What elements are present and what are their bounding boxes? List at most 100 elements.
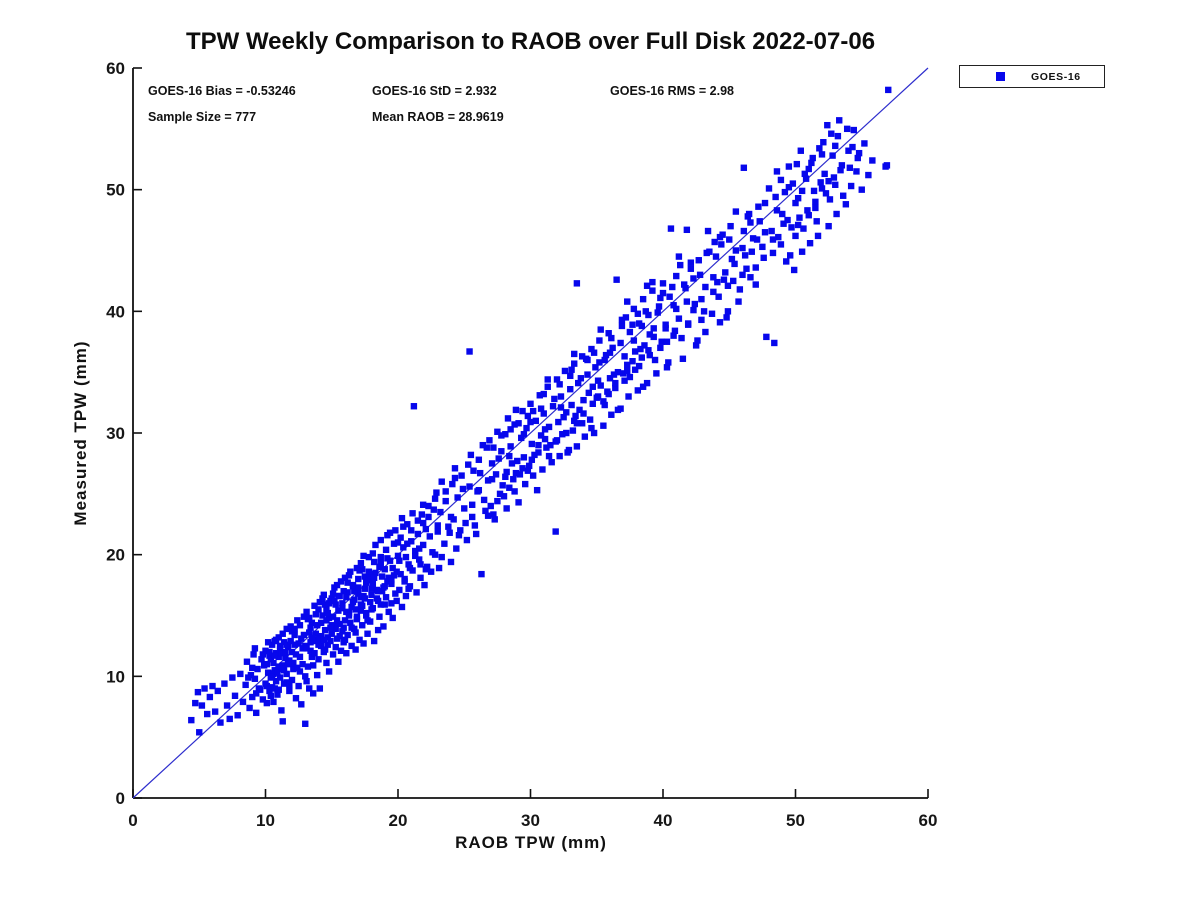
scatter-point bbox=[296, 653, 304, 661]
scatter-point bbox=[198, 702, 206, 709]
scatter-point bbox=[226, 715, 233, 723]
scatter-point bbox=[828, 130, 835, 137]
scatter-point bbox=[675, 315, 683, 322]
scatter-point bbox=[771, 339, 778, 347]
scatter-point bbox=[323, 617, 330, 624]
scatter-point bbox=[832, 142, 839, 150]
x-tick-label: 10 bbox=[256, 811, 275, 830]
scatter-point bbox=[561, 367, 569, 375]
scatter-point bbox=[239, 698, 247, 706]
scatter-point bbox=[634, 387, 642, 394]
scatter-point bbox=[475, 486, 483, 494]
scatter-point bbox=[223, 702, 231, 709]
scatter-point bbox=[400, 544, 407, 551]
scatter-point bbox=[325, 668, 333, 675]
scatter-point bbox=[376, 613, 383, 620]
scatter-point bbox=[388, 577, 395, 584]
scatter-point bbox=[409, 510, 416, 517]
scatter-point bbox=[519, 407, 526, 415]
scatter-point bbox=[838, 162, 846, 169]
scatter-point bbox=[578, 420, 586, 427]
scatter-point bbox=[340, 587, 347, 595]
scatter-point bbox=[543, 444, 550, 451]
scatter-point bbox=[426, 533, 433, 540]
scatter-point bbox=[541, 426, 549, 433]
scatter-point bbox=[272, 678, 280, 685]
y-tick-label: 50 bbox=[106, 181, 125, 200]
scatter-point bbox=[556, 452, 563, 460]
scatter-point bbox=[355, 584, 362, 591]
scatter-point bbox=[378, 587, 386, 595]
scatter-point bbox=[712, 253, 720, 260]
scatter-point bbox=[433, 489, 440, 496]
scatter-point bbox=[306, 614, 313, 622]
scatter-point bbox=[622, 314, 630, 321]
scatter-point bbox=[397, 570, 404, 578]
scatter-point bbox=[312, 611, 320, 618]
scatter-point bbox=[612, 379, 619, 387]
scatter-point bbox=[209, 682, 216, 690]
scatter-point bbox=[315, 656, 322, 663]
scatter-point bbox=[520, 431, 528, 438]
scatter-point bbox=[657, 294, 664, 302]
scatter-point bbox=[658, 338, 665, 345]
scatter-point bbox=[368, 585, 375, 592]
scatter-point bbox=[267, 692, 274, 699]
scatter-point bbox=[504, 415, 512, 422]
scatter-point bbox=[810, 187, 818, 195]
scatter-point bbox=[316, 598, 324, 606]
scatter-point bbox=[488, 476, 496, 483]
scatter-point bbox=[382, 594, 390, 601]
scatter-point bbox=[541, 435, 549, 443]
scatter-point bbox=[329, 613, 337, 620]
scatter-point bbox=[626, 328, 634, 336]
scatter-point bbox=[471, 522, 479, 529]
scatter-point bbox=[351, 587, 358, 595]
scatter-point bbox=[809, 154, 816, 162]
legend-square-marker-icon bbox=[996, 72, 1005, 81]
scatter-point bbox=[385, 608, 392, 616]
scatter-point bbox=[804, 207, 811, 214]
scatter-point bbox=[250, 651, 257, 658]
scatter-point bbox=[291, 625, 298, 633]
scatter-point bbox=[585, 389, 592, 397]
scatter-point bbox=[836, 117, 843, 124]
scatter-point bbox=[681, 281, 688, 288]
scatter-point bbox=[654, 309, 661, 316]
scatter-point bbox=[479, 441, 486, 449]
scatter-point bbox=[394, 552, 402, 560]
scatter-point bbox=[365, 568, 373, 575]
scatter-point bbox=[406, 564, 414, 572]
scatter-point bbox=[745, 210, 753, 218]
scatter-point bbox=[601, 401, 608, 409]
scatter-point bbox=[405, 561, 412, 568]
scatter-point bbox=[592, 364, 599, 371]
scatter-point bbox=[384, 578, 391, 585]
scatter-point bbox=[498, 448, 505, 455]
scatter-point bbox=[413, 589, 420, 596]
scatter-point bbox=[568, 366, 575, 373]
scatter-point bbox=[372, 569, 379, 577]
scatter-point bbox=[720, 276, 728, 283]
scatter-point bbox=[535, 449, 542, 456]
scatter-point bbox=[614, 368, 622, 376]
scatter-point bbox=[630, 305, 638, 313]
scatter-point bbox=[511, 488, 518, 495]
scatter-point bbox=[641, 342, 648, 349]
scatter-point bbox=[445, 523, 452, 530]
scatter-point bbox=[319, 612, 326, 619]
scatter-point bbox=[480, 496, 488, 504]
scatter-point bbox=[287, 637, 294, 645]
scatter-point bbox=[418, 511, 426, 518]
scatter-point bbox=[365, 577, 373, 584]
scatter-point bbox=[344, 631, 351, 639]
scatter-point bbox=[311, 602, 318, 609]
scatter-point bbox=[382, 546, 390, 553]
scatter-point bbox=[365, 553, 373, 561]
scatter-point bbox=[402, 592, 410, 600]
scatter-point bbox=[727, 222, 734, 230]
scatter-point bbox=[589, 383, 596, 390]
scatter-point bbox=[500, 493, 508, 500]
scatter-point bbox=[547, 441, 554, 449]
scatter-point bbox=[263, 660, 271, 668]
